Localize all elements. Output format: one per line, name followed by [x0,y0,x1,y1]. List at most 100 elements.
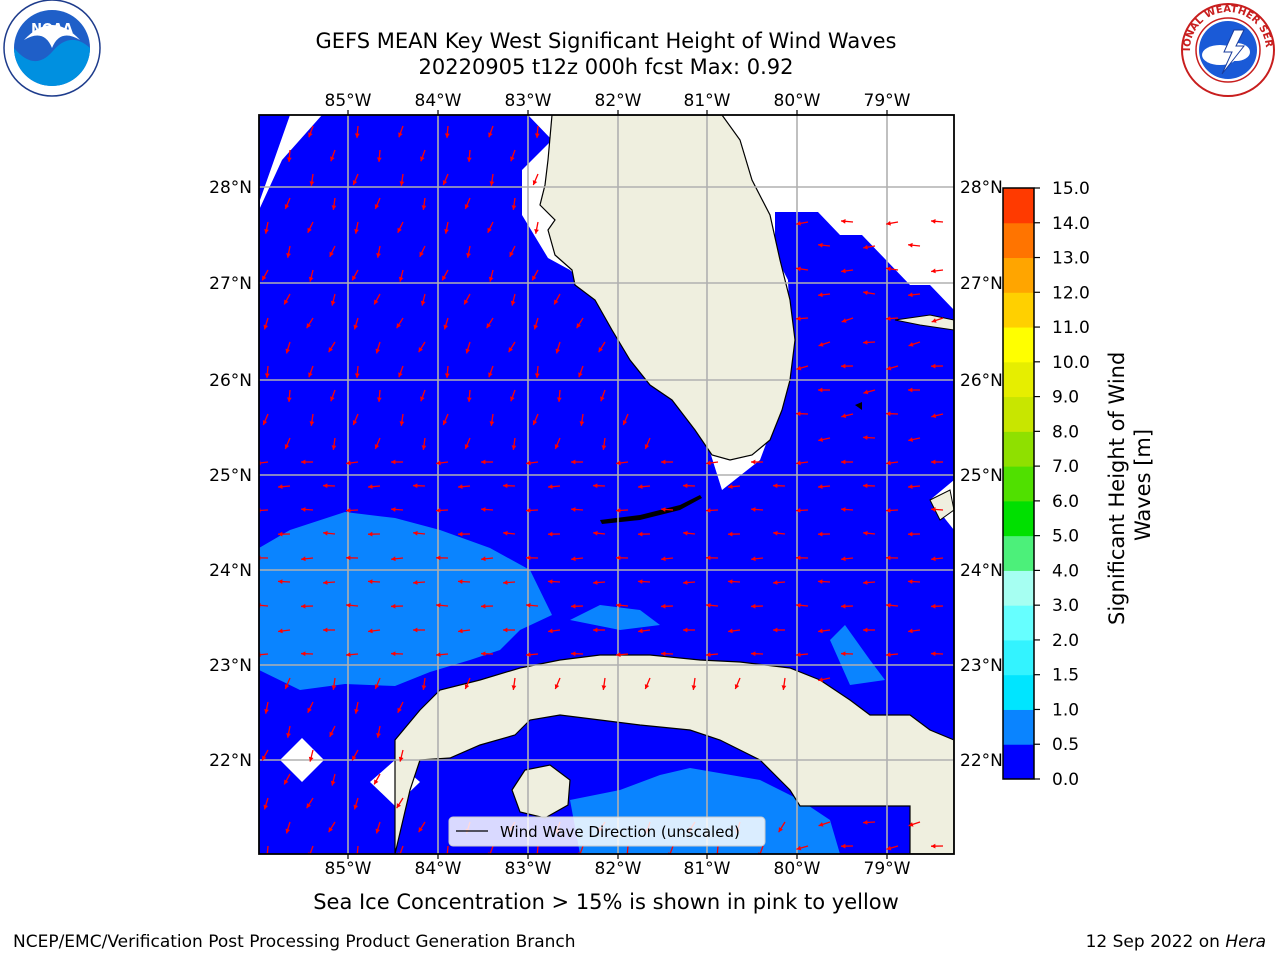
colorbar-tick-label: 11.0 [1052,318,1090,338]
wave-direction-arrow [534,221,539,234]
wave-direction-arrow [660,556,674,562]
wave-direction-arrow [420,293,426,306]
wave-direction-arrow [571,459,583,465]
wave-direction-arrow [817,579,831,584]
land-isla-juventud [511,764,571,819]
wave-direction-arrow [308,269,314,282]
wave-direction-arrow [556,389,562,403]
wave-direction-arrow [330,149,336,162]
colorbar-tick-label: 9.0 [1052,388,1079,408]
wave-direction-arrow [390,507,404,512]
colorbar-border [1002,187,1035,780]
wave-direction-arrow [570,507,584,512]
wave-direction-arrow [263,317,269,330]
wave-direction-arrow [525,652,539,658]
wave-direction-arrow [502,580,516,585]
lon-tick-label-top: 80°W [774,91,821,111]
wave-direction-arrow [444,221,449,234]
wave-direction-arrow [660,507,674,512]
wave-direction-arrow [398,269,404,282]
colorbar-segment [1003,327,1034,363]
wave-direction-arrow [375,341,381,354]
wave-direction-arrow [419,245,426,258]
wave-direction-arrow [862,530,876,536]
lon-tick-label-bottom: 79°W [864,859,911,879]
colorbar-segment [1003,570,1034,606]
colorbar-tick-label: 1.5 [1052,666,1079,686]
wave-direction-arrow [300,603,314,609]
wave-direction-arrow [421,437,427,450]
wave-direction-arrow [489,173,495,186]
wave-direction-arrow [817,531,831,537]
wave-direction-arrow [376,245,381,258]
wave-direction-arrow [886,460,899,466]
wave-direction-arrow [488,125,494,138]
wave-direction-arrow [772,483,786,489]
wave-direction-arrow [750,651,764,657]
nws-logo: NATIONAL WEATHER SERVICE [1176,0,1275,97]
wave-direction-arrow [908,341,921,347]
wave-direction-arrow [442,173,449,186]
wave-direction-arrow [554,437,561,450]
wave-direction-arrow [616,460,629,466]
colorbar-tick-label: 14.0 [1052,214,1090,234]
footer-date: 12 Sep 2022 on [1085,932,1220,952]
wave-direction-arrow [907,242,921,248]
wave-direction-arrow [795,555,809,561]
wave-direction-arrow [930,363,944,369]
wave-direction-arrow [907,484,921,490]
wave-direction-arrow [285,821,291,834]
wave-direction-arrow [840,218,854,224]
colorbar-segment [1003,709,1034,745]
wave-direction-arrow [286,149,292,163]
wave-direction-arrow [421,197,427,210]
wave-direction-arrow [264,221,269,234]
colorbar-tick-label: 6.0 [1052,492,1079,512]
wave-direction-arrow [457,531,471,537]
wave-direction-arrow [705,555,719,561]
wave-direction-arrow [465,341,471,354]
wave-direction-arrow [353,317,359,330]
wave-direction-arrow [772,580,786,585]
wave-direction-arrow [682,530,696,536]
wave-direction-arrow [328,821,336,833]
wave-direction-arrow [570,651,584,657]
wave-direction-arrow [511,197,517,210]
lat-tick-label-left: 23°N [209,656,252,676]
wave-direction-arrow [373,773,381,785]
wave-direction-arrow [351,749,359,761]
map-legend: Wind Wave Direction (unscaled) [448,816,766,847]
wave-direction-arrow [637,531,651,537]
colorbar-segment [1003,257,1034,293]
wave-direction-arrow [615,602,629,608]
wave-direction-arrow [286,389,292,403]
wave-direction-arrow [907,292,921,298]
wave-direction-arrow [436,460,449,466]
wave-direction-arrow [930,556,944,562]
wave-direction-arrow [390,603,404,609]
wave-direction-arrow [261,749,269,761]
wave-direction-arrow [795,652,809,658]
wave-direction-arrow [374,437,381,450]
lat-tick-label-right: 23°N [960,656,1003,676]
wave-direction-arrow [435,508,449,513]
wave-direction-arrow [480,603,494,609]
wave-direction-arrow [480,651,494,657]
wave-direction-arrow [553,293,561,305]
wave-direction-arrow [420,149,426,162]
wave-direction-arrow [367,484,381,490]
colorbar-tick-label: 0.5 [1052,735,1079,755]
wave-direction-arrow [309,413,315,426]
wave-direction-arrow [534,365,540,379]
wave-direction-arrow [796,460,809,466]
wave-direction-arrow [661,459,673,465]
wave-direction-arrow [885,602,899,608]
wave-direction-arrow [525,508,539,513]
wave-direction-arrow [840,363,854,369]
wave-direction-arrow [930,843,944,849]
wave-direction-arrow [930,603,944,609]
wave-direction-arrow [885,316,899,321]
wave-direction-arrow [817,484,831,490]
lon-tick-label-bottom: 82°W [595,859,642,879]
wave-direction-arrow [795,316,809,321]
